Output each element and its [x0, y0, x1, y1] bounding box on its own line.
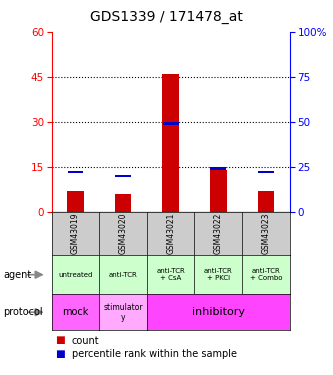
Bar [210, 168, 226, 170]
Text: protocol: protocol [3, 307, 43, 317]
Text: GSM43021: GSM43021 [166, 213, 175, 254]
Text: ■: ■ [55, 336, 65, 345]
Text: GSM43020: GSM43020 [119, 213, 128, 254]
Bar [68, 171, 83, 174]
Text: ■: ■ [55, 349, 65, 359]
Text: percentile rank within the sample: percentile rank within the sample [72, 349, 236, 359]
Bar [67, 191, 84, 212]
Text: anti-TCR
+ PKCi: anti-TCR + PKCi [204, 268, 233, 281]
Text: anti-TCR: anti-TCR [109, 272, 138, 278]
Text: GSM43022: GSM43022 [214, 213, 223, 254]
Text: GSM43023: GSM43023 [261, 213, 270, 254]
Bar [210, 170, 227, 212]
Text: stimulator
y: stimulator y [103, 303, 143, 321]
Text: anti-TCR
+ Combo: anti-TCR + Combo [250, 268, 282, 281]
Bar [163, 123, 178, 125]
Text: GSM43019: GSM43019 [71, 213, 80, 254]
Text: mock: mock [62, 307, 89, 317]
Text: inhibitory: inhibitory [192, 307, 245, 317]
Text: GDS1339 / 171478_at: GDS1339 / 171478_at [90, 10, 243, 24]
Text: anti-TCR
+ CsA: anti-TCR + CsA [156, 268, 185, 281]
Bar [115, 194, 132, 212]
Text: agent: agent [3, 270, 32, 280]
Bar [258, 171, 274, 174]
Bar [115, 175, 131, 177]
Text: count: count [72, 336, 99, 345]
Bar [257, 191, 274, 212]
Bar [162, 74, 179, 212]
Text: untreated: untreated [58, 272, 93, 278]
